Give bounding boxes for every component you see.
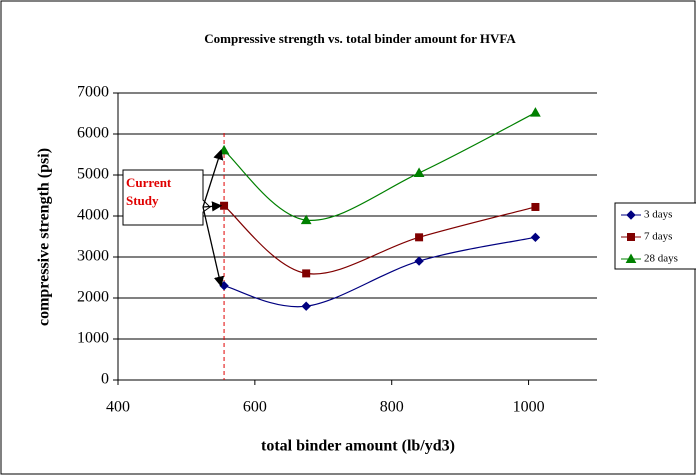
marker — [301, 301, 311, 311]
marker — [626, 210, 636, 220]
marker — [530, 232, 541, 243]
marker — [627, 233, 635, 241]
x-tick-label: 400 — [106, 399, 130, 416]
y-tick-label: 2000 — [77, 289, 109, 306]
annotation-arrow — [202, 201, 223, 212]
marker — [300, 214, 312, 225]
y-tick-label: 5000 — [77, 166, 109, 183]
y-axis-label: compressive strength (psi) — [36, 148, 53, 326]
marker — [220, 201, 229, 210]
annotation-arrow — [202, 149, 224, 208]
y-tick-label: 6000 — [77, 125, 109, 142]
series-line — [223, 112, 536, 221]
y-tick-label: 0 — [101, 371, 109, 388]
legend-label: 3 days — [644, 209, 672, 221]
marker — [625, 253, 637, 263]
legend-label: 28 days — [644, 253, 678, 265]
x-axis-label: total binder amount (lb/yd3) — [261, 438, 455, 455]
x-tick-label: 800 — [380, 399, 404, 416]
annotation-text: Current Study — [126, 175, 172, 208]
series-line — [223, 205, 536, 275]
marker — [415, 233, 424, 242]
y-tick-label: 7000 — [77, 84, 109, 101]
annotation-arrow — [202, 206, 225, 287]
x-tick-label: 1000 — [513, 399, 545, 416]
y-tick-label: 1000 — [77, 330, 109, 347]
chart-title: Compressive strength vs. total binder am… — [204, 31, 516, 46]
annotation: Current Study — [126, 175, 172, 208]
annotation-box — [122, 169, 211, 226]
marker — [530, 107, 541, 117]
plot-area — [118, 93, 597, 380]
legend-label: 7 days — [644, 231, 672, 243]
y-tick-label: 3000 — [77, 248, 109, 265]
y-tick-label: 4000 — [77, 207, 109, 224]
marker — [414, 256, 424, 266]
marker — [302, 269, 311, 278]
marker — [413, 167, 425, 177]
x-tick-label: 600 — [243, 399, 267, 416]
marker — [531, 202, 540, 211]
series-line — [223, 236, 536, 308]
